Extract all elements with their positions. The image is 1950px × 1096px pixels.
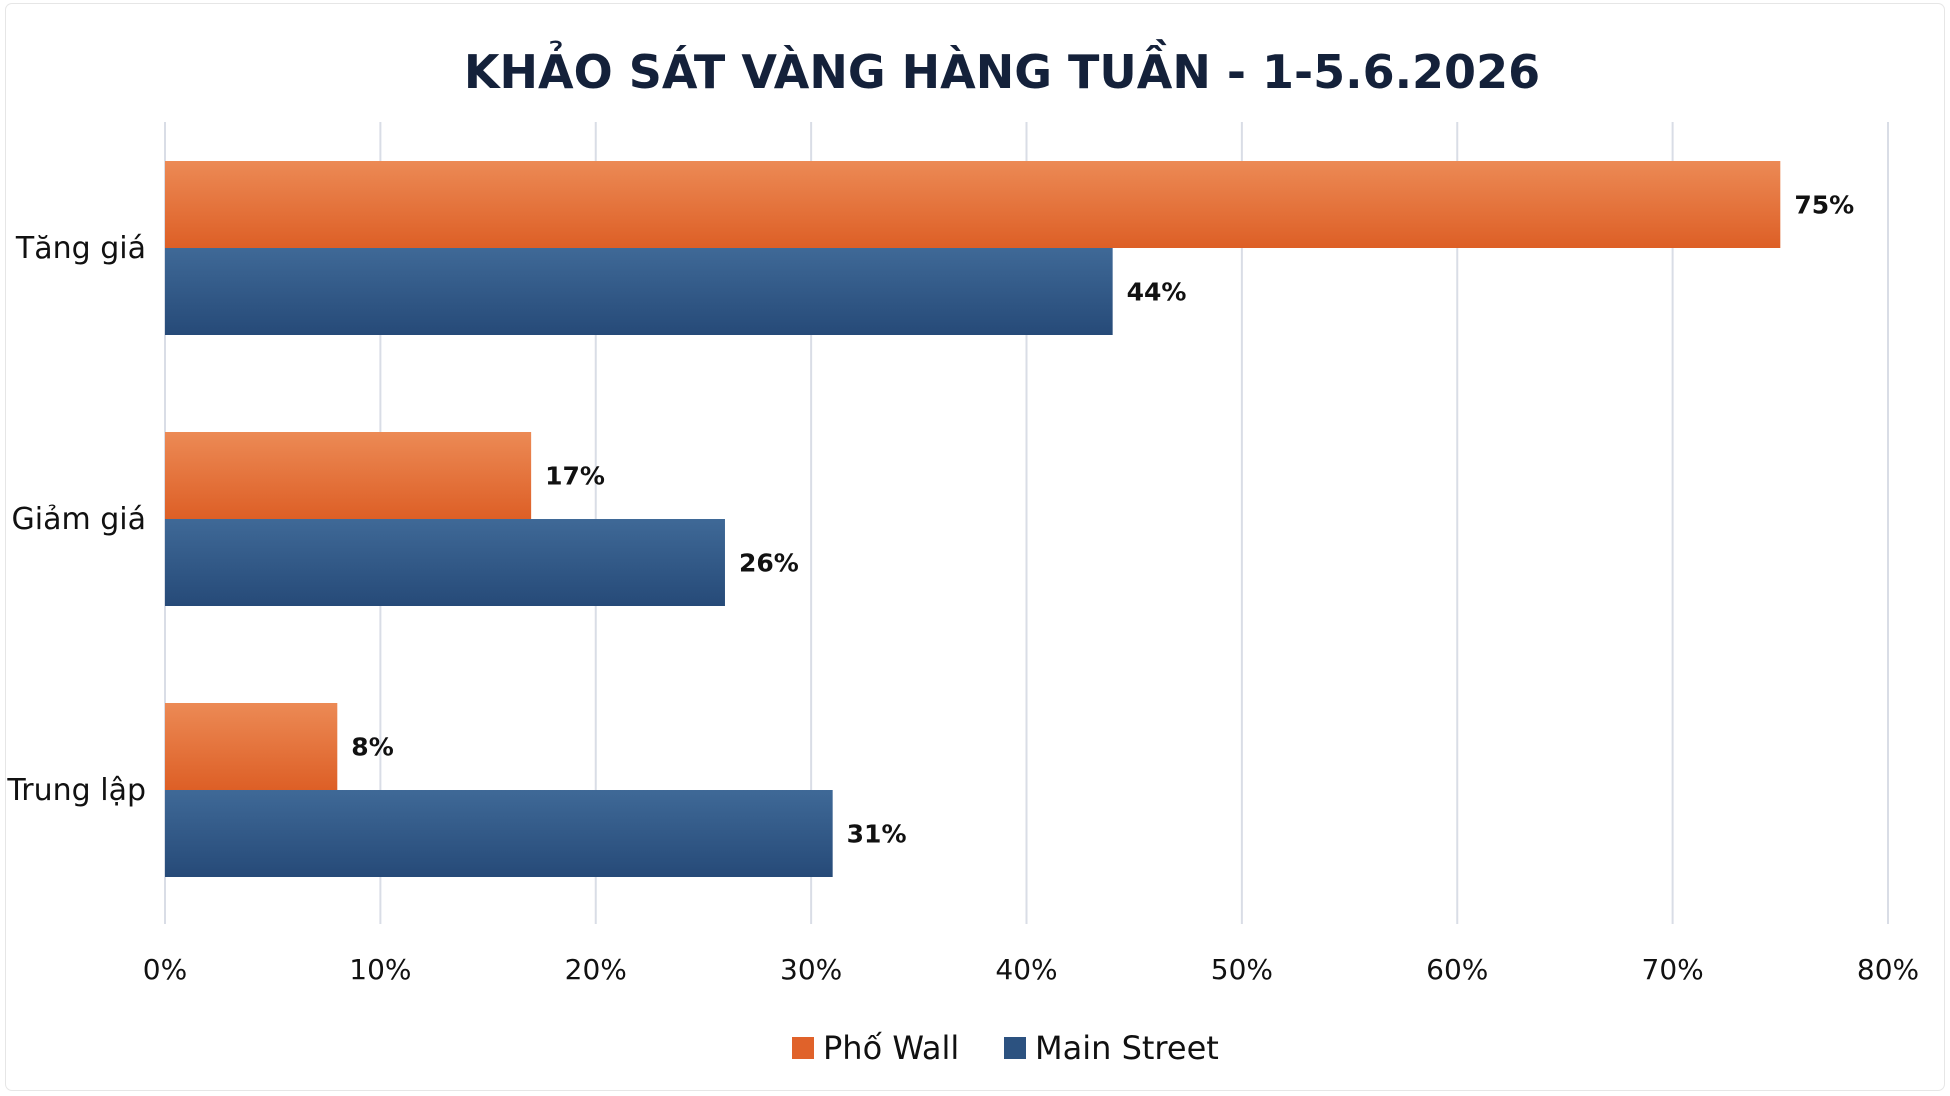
legend-label: Main Street xyxy=(1035,1029,1219,1067)
chart-frame: KHẢO SÁT VÀNG HÀNG TUẦN - 1-5.6.2026 75%… xyxy=(6,4,1944,1090)
bar-main-street xyxy=(165,790,833,877)
category-label: Trung lập xyxy=(6,773,146,808)
x-tick-label: 60% xyxy=(1426,953,1488,986)
bar-main-street xyxy=(165,519,725,606)
x-tick-label: 10% xyxy=(349,953,411,986)
x-tick-label: 0% xyxy=(143,953,187,986)
legend-label: Phố Wall xyxy=(823,1029,959,1067)
data-labels: 75% 44% 17% 26% 8% 31% xyxy=(351,191,1854,849)
bar-pho-wall xyxy=(165,161,1781,248)
x-tick-label: 40% xyxy=(995,953,1057,986)
x-tick-label: 20% xyxy=(565,953,627,986)
bar-chart: KHẢO SÁT VÀNG HÀNG TUẦN - 1-5.6.2026 75%… xyxy=(6,39,1919,1067)
legend-swatch xyxy=(792,1037,814,1059)
x-tick-label: 70% xyxy=(1642,953,1704,986)
x-axis-ticks: 0% 10% 20% 30% 40% 50% 60% 70% 80% xyxy=(143,953,1919,986)
data-label: 75% xyxy=(1794,191,1854,220)
bar-pho-wall xyxy=(165,432,532,519)
data-label: 31% xyxy=(847,820,907,849)
legend: Phố Wall Main Street xyxy=(792,1029,1219,1067)
x-tick-label: 30% xyxy=(780,953,842,986)
legend-swatch xyxy=(1004,1037,1026,1059)
category-label: Tăng giá xyxy=(15,231,146,266)
data-label: 44% xyxy=(1127,278,1187,307)
category-label: Giảm giá xyxy=(12,502,147,537)
data-label: 26% xyxy=(739,549,799,578)
chart-title: KHẢO SÁT VÀNG HÀNG TUẦN - 1-5.6.2026 xyxy=(464,39,1540,99)
category-labels: Tăng giá Giảm giá Trung lập xyxy=(6,231,146,808)
x-tick-label: 80% xyxy=(1857,953,1919,986)
x-tick-label: 50% xyxy=(1211,953,1273,986)
data-label: 8% xyxy=(351,733,393,762)
bar-pho-wall xyxy=(165,703,338,790)
bar-main-street xyxy=(165,248,1113,335)
data-label: 17% xyxy=(545,462,605,491)
bars xyxy=(165,161,1781,877)
